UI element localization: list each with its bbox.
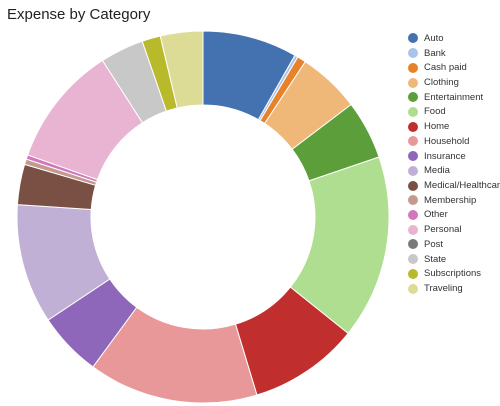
legend-label-personal: Personal xyxy=(424,224,462,236)
legend-item-post: Post xyxy=(408,237,500,252)
legend-item-media: Media xyxy=(408,163,500,178)
legend-label-post: Post xyxy=(424,238,444,250)
legend-item-home: Home xyxy=(408,119,500,134)
legend-label-home: Home xyxy=(424,121,450,133)
legend-item-subscriptions: Subscriptions xyxy=(408,267,500,282)
legend-swatch-media xyxy=(408,165,418,176)
legend-swatch-home xyxy=(408,121,418,132)
legend-label-cash-paid: Cash paid xyxy=(424,62,467,74)
legend-item-personal: Personal xyxy=(408,222,500,237)
legend-label-bank: Bank xyxy=(424,47,446,59)
legend-swatch-membership xyxy=(408,195,418,206)
legend-label-traveling: Traveling xyxy=(424,283,463,295)
legend-item-traveling: Traveling xyxy=(408,281,500,296)
legend-swatch-entertainment xyxy=(408,92,418,103)
legend-swatch-auto xyxy=(408,33,418,44)
legend-item-state: State xyxy=(408,252,500,267)
legend-swatch-household xyxy=(408,136,418,147)
legend-label-membership: Membership xyxy=(424,194,477,206)
legend-item-insurance: Insurance xyxy=(408,149,500,164)
legend-swatch-state xyxy=(408,254,418,265)
legend-label-entertainment: Entertainment xyxy=(424,91,484,103)
legend-item-clothing: Clothing xyxy=(408,75,500,90)
chart-legend: Auto Bank Cash paid Clothing Entertainment Fo… xyxy=(408,31,500,296)
legend-item-other: Other xyxy=(408,208,500,223)
legend-item-membership: Membership xyxy=(408,193,500,208)
legend-label-clothing: Clothing xyxy=(424,77,459,89)
legend-label-food: Food xyxy=(424,106,446,118)
legend-item-bank: Bank xyxy=(408,46,500,61)
legend-label-other: Other xyxy=(424,209,448,221)
legend-label-medical-healthcare: Medical/Healthcare xyxy=(424,180,500,192)
legend-swatch-insurance xyxy=(408,151,418,162)
legend-swatch-medical-healthcare xyxy=(408,180,418,191)
legend-swatch-subscriptions xyxy=(408,268,418,279)
legend-swatch-traveling xyxy=(408,283,418,294)
legend-label-media: Media xyxy=(424,165,450,177)
legend-label-household: Household xyxy=(424,135,470,147)
legend-item-food: Food xyxy=(408,105,500,120)
legend-swatch-personal xyxy=(408,224,418,235)
legend-item-auto: Auto xyxy=(408,31,500,46)
legend-item-household: Household xyxy=(408,134,500,149)
legend-label-state: State xyxy=(424,253,447,265)
legend-item-entertainment: Entertainment xyxy=(408,90,500,105)
legend-item-medical-healthcare: Medical/Healthcare xyxy=(408,178,500,193)
chart-title: Expense by Category xyxy=(7,6,151,23)
legend-label-auto: Auto xyxy=(424,32,444,44)
legend-swatch-bank xyxy=(408,48,418,59)
legend-swatch-other xyxy=(408,209,418,220)
legend-swatch-clothing xyxy=(408,77,418,88)
legend-item-cash-paid: Cash paid xyxy=(408,60,500,75)
legend-swatch-food xyxy=(408,106,418,117)
legend-label-subscriptions: Subscriptions xyxy=(424,268,482,280)
legend-swatch-post xyxy=(408,239,418,250)
donut-slice-traveling xyxy=(159,30,204,109)
donut-chart xyxy=(16,30,390,404)
legend-label-insurance: Insurance xyxy=(424,150,466,162)
legend-swatch-cash-paid xyxy=(408,62,418,73)
